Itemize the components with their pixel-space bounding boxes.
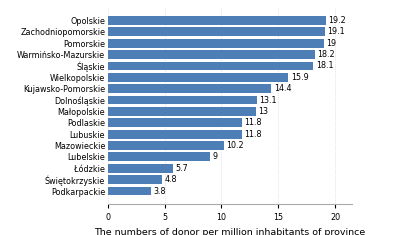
Bar [108, 141, 224, 150]
Text: 14.4: 14.4 [274, 84, 291, 93]
Text: 18.2: 18.2 [317, 50, 334, 59]
Text: 13: 13 [258, 107, 268, 116]
Bar [108, 107, 256, 116]
Bar [108, 39, 324, 48]
Bar [108, 50, 314, 59]
Text: 19.1: 19.1 [327, 27, 345, 36]
Text: 11.8: 11.8 [244, 118, 262, 127]
Text: 19: 19 [326, 39, 336, 48]
Text: 10.2: 10.2 [226, 141, 244, 150]
Text: 9: 9 [212, 153, 218, 161]
Bar [108, 84, 272, 93]
Bar [108, 62, 314, 70]
Bar [108, 130, 242, 139]
Text: 5.7: 5.7 [175, 164, 188, 173]
Text: 13.1: 13.1 [259, 96, 276, 105]
Bar [108, 16, 326, 25]
Text: 19.2: 19.2 [328, 16, 346, 25]
Bar [108, 175, 162, 184]
X-axis label: The numbers of donor per million inhabitants of province: The numbers of donor per million inhabit… [94, 228, 366, 235]
Text: 11.8: 11.8 [244, 130, 262, 139]
Bar [108, 73, 288, 82]
Bar [108, 96, 257, 105]
Bar [108, 153, 210, 161]
Bar [108, 187, 151, 196]
Bar [108, 164, 173, 173]
Text: 18.1: 18.1 [316, 61, 333, 70]
Text: 15.9: 15.9 [291, 73, 308, 82]
Bar [108, 27, 325, 36]
Text: 3.8: 3.8 [153, 187, 166, 196]
Bar [108, 118, 242, 127]
Text: 4.8: 4.8 [165, 175, 177, 184]
